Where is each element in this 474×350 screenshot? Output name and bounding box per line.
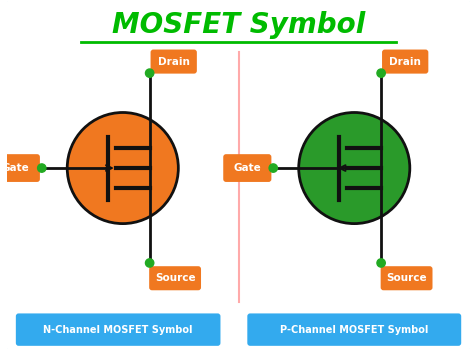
Circle shape: [67, 112, 178, 224]
FancyBboxPatch shape: [5, 0, 472, 350]
Text: Drain: Drain: [389, 57, 421, 66]
FancyBboxPatch shape: [247, 314, 461, 346]
Text: Gate: Gate: [233, 163, 261, 173]
FancyBboxPatch shape: [382, 50, 428, 74]
Text: N-Channel MOSFET Symbol: N-Channel MOSFET Symbol: [44, 325, 193, 335]
Text: MOSFET Symbol: MOSFET Symbol: [112, 10, 365, 38]
Text: Source: Source: [386, 273, 427, 283]
Circle shape: [377, 69, 385, 77]
Circle shape: [146, 259, 154, 267]
FancyBboxPatch shape: [381, 266, 432, 290]
FancyBboxPatch shape: [0, 154, 40, 182]
Text: Drain: Drain: [158, 57, 190, 66]
Text: P-Channel MOSFET Symbol: P-Channel MOSFET Symbol: [280, 325, 428, 335]
FancyBboxPatch shape: [151, 50, 197, 74]
FancyBboxPatch shape: [16, 314, 220, 346]
Circle shape: [299, 112, 410, 224]
Text: Source: Source: [155, 273, 195, 283]
FancyBboxPatch shape: [223, 154, 272, 182]
Circle shape: [269, 164, 277, 172]
Circle shape: [37, 164, 46, 172]
Text: Gate: Gate: [2, 163, 30, 173]
Circle shape: [377, 259, 385, 267]
Circle shape: [146, 69, 154, 77]
FancyBboxPatch shape: [149, 266, 201, 290]
